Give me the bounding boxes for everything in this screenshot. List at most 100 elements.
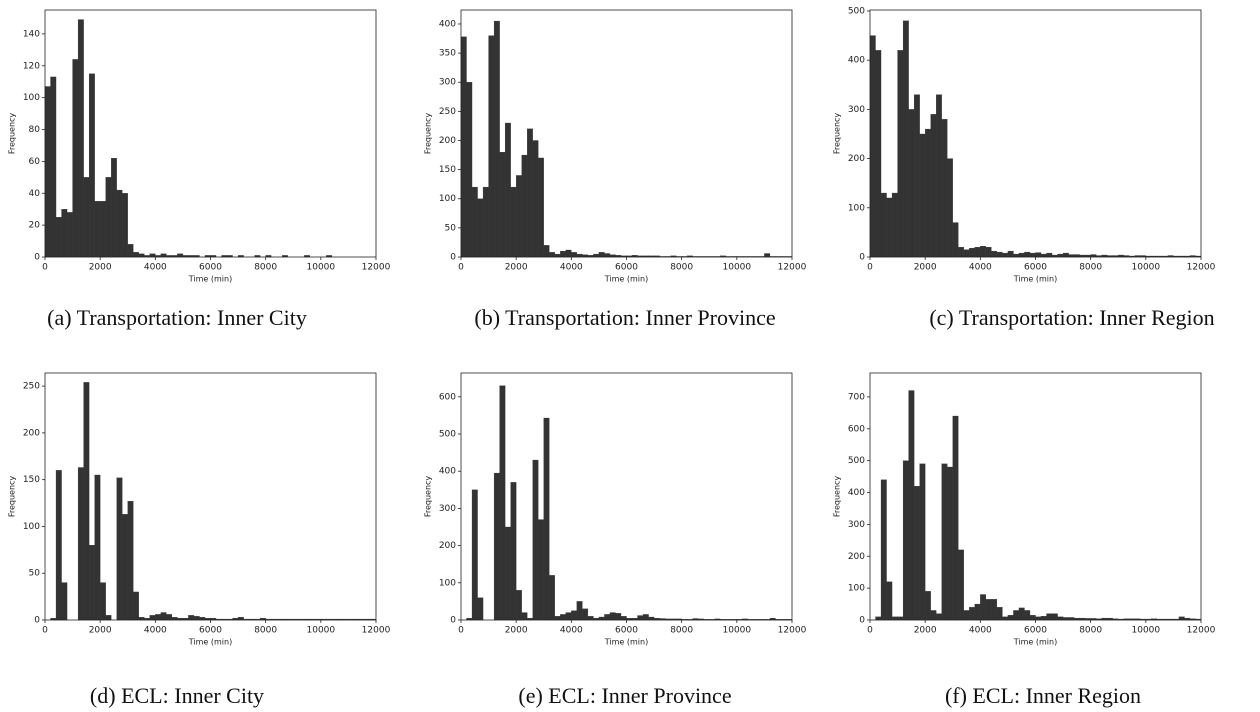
bar <box>1013 610 1020 621</box>
bar <box>969 607 975 621</box>
x-tick-label: 6000 <box>615 263 638 273</box>
x-tick-label: 0 <box>42 263 48 273</box>
x-tick-label: 4000 <box>560 626 583 636</box>
x-tick-label: 2000 <box>89 626 112 636</box>
bar <box>1013 253 1020 258</box>
bar <box>50 76 57 258</box>
bar <box>149 253 156 258</box>
bar <box>77 467 84 621</box>
bar <box>133 591 139 621</box>
bar <box>1051 613 1058 621</box>
y-tick-label: 200 <box>439 541 456 551</box>
bar <box>538 157 544 258</box>
y-tick-label: 120 <box>23 61 40 71</box>
bar <box>44 86 51 258</box>
bar <box>908 109 915 258</box>
bar <box>1046 252 1053 258</box>
x-tick-label: 0 <box>867 626 873 636</box>
y-tick-label: 100 <box>848 584 865 594</box>
x-tick-label: 2000 <box>914 263 937 273</box>
bar <box>482 186 489 258</box>
x-tick-label: 4000 <box>144 263 167 273</box>
bar <box>637 615 644 621</box>
bar <box>466 82 473 258</box>
bar <box>582 608 589 621</box>
x-tick-label: 0 <box>458 626 464 636</box>
bar <box>138 617 145 621</box>
bar <box>974 603 981 621</box>
bar <box>1040 253 1047 258</box>
bar <box>171 617 178 621</box>
bar <box>609 612 616 621</box>
y-axis-label: Frequency <box>833 476 842 518</box>
bar <box>571 610 577 621</box>
y-tick-label: 200 <box>439 136 456 146</box>
bar <box>1007 250 1014 258</box>
x-tick-label: 8000 <box>254 626 277 636</box>
bar <box>897 50 904 258</box>
y-tick-label: 100 <box>848 203 865 213</box>
bar <box>1018 607 1025 621</box>
x-tick-label: 2000 <box>505 263 528 273</box>
x-axis-label: Time (min) <box>188 275 232 284</box>
bar <box>237 617 244 621</box>
bar <box>958 549 964 621</box>
x-tick-label: 0 <box>42 626 48 636</box>
bar <box>543 417 550 621</box>
bar <box>116 189 123 258</box>
y-tick-label: 150 <box>439 165 456 175</box>
bar <box>891 192 898 258</box>
panel: 0 2000 4000 6000 8000 10000 12000 0 100 200 300 400… <box>833 372 1216 708</box>
y-tick-label: 300 <box>439 78 456 88</box>
bar <box>576 253 583 258</box>
bar <box>527 128 533 258</box>
bar <box>565 612 572 621</box>
y-tick-label: 600 <box>439 392 456 402</box>
y-tick-label: 0 <box>859 253 865 263</box>
bar <box>1002 616 1009 621</box>
y-tick-label: 50 <box>445 223 457 233</box>
bar <box>1046 613 1053 621</box>
x-tick-label: 12000 <box>778 626 807 636</box>
bar <box>1035 252 1042 258</box>
bar <box>1178 616 1185 621</box>
x-tick-label: 6000 <box>615 626 638 636</box>
bar <box>55 470 62 621</box>
panel: 0 2000 4000 6000 8000 10000 12000 0 20 40 60 80 100 1… <box>8 9 391 330</box>
bar <box>936 613 942 621</box>
bar <box>477 597 484 621</box>
bar <box>598 252 605 258</box>
bar <box>952 415 959 621</box>
x-tick-label: 8000 <box>1079 626 1102 636</box>
bar <box>869 35 876 258</box>
bar <box>510 482 517 621</box>
bar <box>925 128 931 258</box>
bar <box>891 616 898 621</box>
bar <box>127 501 134 621</box>
bar <box>516 175 522 258</box>
y-tick-label: 50 <box>29 569 41 579</box>
bar <box>193 616 200 621</box>
bar <box>1029 615 1036 621</box>
bar <box>930 114 937 258</box>
bar <box>598 616 605 621</box>
bar <box>61 582 68 621</box>
y-tick-label: 500 <box>848 6 865 16</box>
x-tick-label: 10000 <box>723 626 752 636</box>
bar <box>543 245 550 258</box>
bar <box>116 477 123 621</box>
bar <box>499 151 506 258</box>
bar <box>1018 252 1025 258</box>
bar <box>985 599 992 621</box>
bar <box>521 154 528 258</box>
bar <box>122 193 128 258</box>
x-tick-label: 12000 <box>778 263 807 273</box>
bar <box>996 607 1003 621</box>
bar <box>991 250 998 258</box>
bar <box>593 253 600 258</box>
bar <box>991 599 998 621</box>
bar <box>493 20 500 258</box>
y-axis-label: Frequency <box>8 476 17 518</box>
bar <box>913 94 920 258</box>
